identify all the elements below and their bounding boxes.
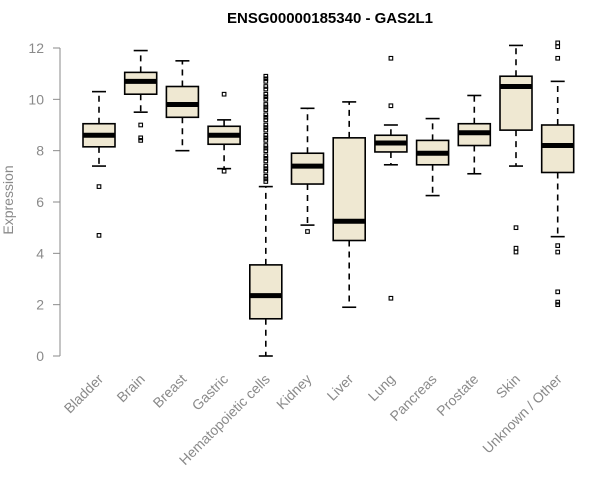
y-tick-label: 8 [36, 143, 44, 159]
outlier-point [263, 166, 269, 171]
outlier-point [138, 135, 144, 141]
outlier-point [555, 44, 561, 50]
box-lung [374, 55, 408, 301]
x-tick-label: Breast [150, 371, 190, 411]
y-tick-label: 10 [28, 91, 44, 107]
x-tick-label: Liver [324, 371, 357, 404]
outlier-point [513, 225, 519, 231]
outlier-point [263, 153, 269, 159]
box-bladder [82, 90, 116, 238]
outlier-point [263, 114, 269, 120]
outlier-point [263, 104, 269, 110]
outlier-point [263, 117, 269, 123]
outlier-point [263, 143, 269, 148]
y-axis: 0 2 4 6 8 10 12 [28, 40, 61, 364]
y-tick-label: 12 [28, 40, 44, 56]
x-tick-label: Kidney [273, 371, 315, 413]
outlier-point [263, 102, 269, 107]
outlier-point [263, 94, 269, 100]
outlier-point [263, 127, 269, 133]
outlier-point [388, 55, 394, 61]
x-tick-label: Brain [113, 371, 147, 405]
box-breast [165, 60, 200, 152]
outlier-point [555, 302, 561, 308]
outlier-point [263, 122, 269, 128]
outlier-point [555, 299, 561, 305]
outlier-point [96, 233, 102, 238]
outlier-point [221, 168, 227, 174]
outlier-point [263, 145, 269, 151]
box-rect [290, 152, 325, 185]
boxes-group [82, 40, 575, 357]
outlier-point [263, 176, 269, 182]
box-rect [540, 124, 575, 174]
chart-title: ENSG00000185340 - GAS2L1 [227, 10, 433, 27]
outlier-point [263, 163, 269, 169]
outlier-point [555, 289, 561, 295]
box-rect [332, 137, 367, 242]
outlier-point [263, 132, 269, 138]
x-tick-label: Skin [493, 371, 524, 402]
outlier-point [221, 91, 227, 97]
outlier-point [555, 243, 561, 248]
box-liver [332, 101, 367, 309]
outlier-point [263, 179, 269, 184]
outlier-point [263, 112, 269, 118]
outlier-point [555, 40, 561, 46]
box-prostate [457, 94, 492, 175]
x-tick-label: Prostate [433, 371, 481, 419]
outlier-point [555, 55, 561, 61]
outlier-point [555, 249, 561, 255]
outlier-point [263, 86, 269, 92]
outlier-point [263, 138, 269, 143]
outlier-point [263, 173, 269, 179]
outlier-point [263, 148, 269, 154]
outlier-point [263, 84, 269, 89]
y-tick-label: 0 [36, 348, 44, 364]
y-axis-label: Expression [0, 165, 16, 234]
y-tick-label: 6 [36, 194, 44, 210]
x-tick-label: Lung [365, 371, 398, 404]
outlier-point [96, 184, 102, 189]
outlier-point [263, 73, 269, 79]
outlier-point [138, 122, 144, 128]
outlier-point [513, 249, 519, 255]
y-tick-label: 4 [36, 245, 44, 261]
outlier-point [388, 103, 394, 109]
box-unknown-other [540, 40, 575, 308]
outlier-point [263, 96, 269, 102]
outlier-point [263, 135, 269, 141]
box-gastric [207, 91, 241, 174]
outlier-point [513, 245, 519, 251]
box-skin [499, 44, 533, 255]
outlier-point [138, 138, 144, 143]
y-tick-label: 2 [36, 297, 44, 313]
x-tick-label: Unknown / Other [479, 371, 565, 457]
box-kidney [290, 107, 325, 234]
x-tick-label: Bladder [61, 371, 107, 417]
outlier-point [263, 107, 269, 112]
outlier-point [263, 158, 269, 164]
box-rect [249, 264, 283, 320]
box-pancreas [415, 117, 450, 197]
box-hematopoietic-cells [249, 73, 283, 357]
outlier-point [263, 76, 269, 82]
outlier-point [388, 295, 394, 301]
outlier-point [263, 125, 269, 130]
box-brain [123, 49, 158, 143]
outlier-point [305, 229, 310, 234]
outlier-point [263, 91, 269, 97]
outlier-point [263, 156, 269, 161]
box-rect [165, 85, 200, 119]
outlier-point [263, 168, 269, 174]
outlier-point [263, 79, 269, 84]
